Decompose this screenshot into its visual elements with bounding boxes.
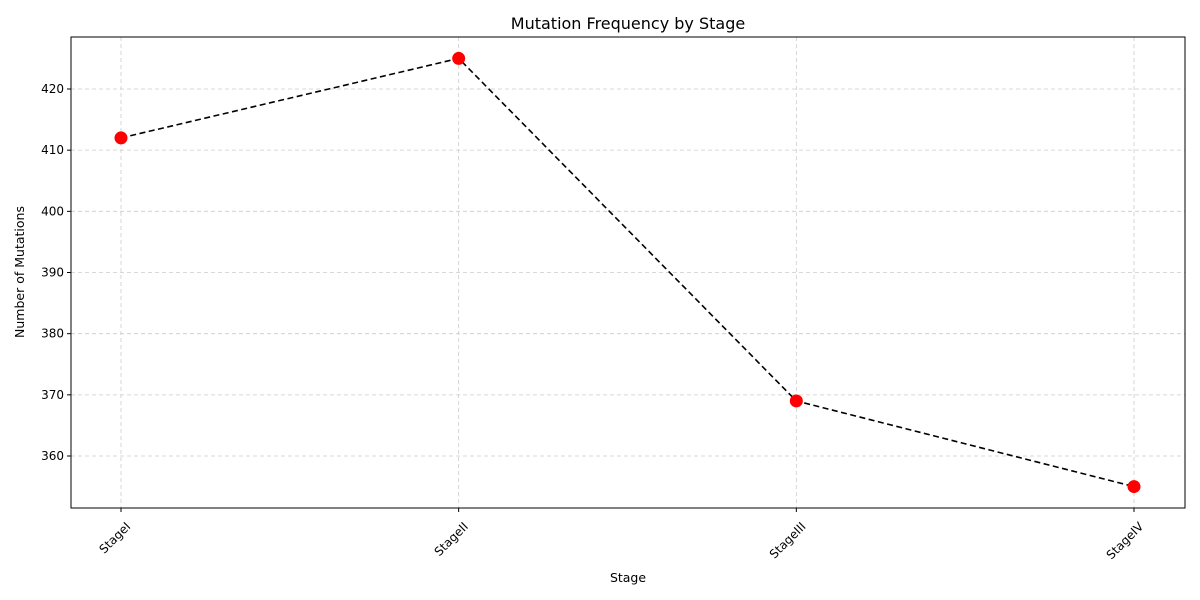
y-axis-label: Number of Mutations: [12, 206, 27, 338]
y-tick-label: 420: [41, 82, 64, 96]
grid: [71, 37, 1185, 508]
x-tick-label: StageIV: [1104, 519, 1147, 562]
data-point-marker: [1127, 480, 1141, 494]
y-tick-label: 390: [41, 266, 64, 280]
x-axis-label: Stage: [610, 570, 646, 585]
data-point-marker: [452, 51, 466, 65]
data-point-marker: [789, 394, 803, 408]
y-tick-label: 360: [41, 449, 64, 463]
y-tick-label: 400: [41, 204, 64, 218]
y-tick-label: 380: [41, 327, 64, 341]
data-points: [114, 51, 1141, 494]
chart-title: Mutation Frequency by Stage: [511, 14, 745, 33]
y-axis-ticks: 360 370 380 390 400 410 420: [41, 82, 71, 463]
data-point-marker: [114, 131, 128, 145]
x-tick-label: StageII: [432, 519, 471, 558]
x-tick-label: StageI: [96, 519, 133, 556]
series-polyline: [120, 57, 1135, 488]
series-line: [120, 57, 1135, 488]
y-tick-label: 370: [41, 388, 64, 402]
x-tick-label: StageIII: [767, 519, 809, 561]
y-tick-label: 410: [41, 143, 64, 157]
x-axis-ticks: StageI StageII StageIII StageIV: [96, 508, 1147, 562]
